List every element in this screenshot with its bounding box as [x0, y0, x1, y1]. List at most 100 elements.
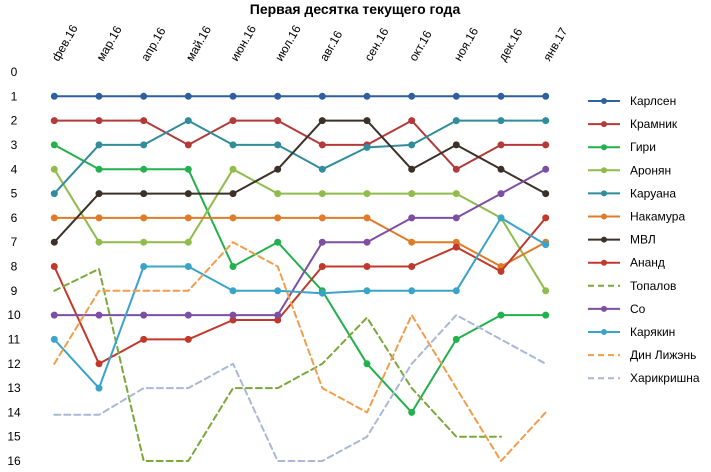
legend: Карлсен Крамник Гири Аронян Каруана Накамура М…	[588, 94, 700, 385]
data-point	[95, 190, 103, 198]
data-point	[50, 165, 58, 173]
data-point	[140, 92, 148, 100]
data-point	[229, 190, 237, 198]
data-point	[408, 117, 416, 125]
data-point	[274, 214, 282, 222]
y-tick-label: 14	[7, 405, 21, 419]
data-point	[140, 141, 148, 149]
legend-label: Накамура	[630, 210, 685, 224]
x-tick-label: май.16	[183, 23, 214, 63]
series-line	[53, 216, 547, 365]
data-point	[95, 141, 103, 149]
data-point	[229, 117, 237, 125]
y-tick-label: 9	[11, 284, 18, 298]
series-line	[53, 168, 547, 292]
series	[53, 241, 547, 462]
data-point	[274, 141, 282, 149]
data-point	[50, 311, 58, 319]
y-tick-label: 7	[11, 235, 18, 249]
data-point	[95, 165, 103, 173]
data-point	[363, 190, 371, 198]
data-point	[140, 165, 148, 173]
series-line	[53, 267, 502, 462]
x-tick-label: янв.17	[540, 25, 570, 64]
series	[50, 214, 550, 368]
series-line	[53, 314, 547, 462]
data-point	[274, 311, 282, 319]
y-tick-label: 8	[11, 260, 18, 274]
legend-marker	[601, 98, 607, 104]
legend-item: Со	[588, 302, 646, 316]
data-point	[274, 117, 282, 125]
legend-item: Накамура	[588, 210, 685, 224]
legend-marker	[601, 144, 607, 151]
data-point	[408, 165, 416, 173]
data-point	[363, 263, 371, 270]
y-tick-label: 3	[11, 138, 18, 152]
legend-label: Гири	[630, 140, 656, 154]
data-point	[95, 384, 103, 392]
legend-label: Харикришна	[630, 371, 700, 385]
data-point	[542, 117, 550, 125]
data-point	[452, 141, 460, 149]
legend-marker	[601, 121, 607, 128]
data-point	[50, 238, 58, 246]
legend-item: Топалов	[588, 279, 676, 293]
series	[50, 165, 550, 319]
series	[50, 214, 550, 270]
data-point	[497, 117, 505, 125]
data-point	[363, 92, 371, 100]
data-point	[452, 190, 460, 198]
x-tick-label: окт.16	[406, 28, 435, 64]
series-group	[50, 92, 550, 462]
series-line	[53, 119, 547, 244]
data-point	[50, 117, 58, 125]
legend-label: Ананд	[630, 256, 665, 270]
data-point	[95, 360, 103, 368]
legend-label: Карлсен	[630, 94, 676, 108]
data-point	[140, 335, 148, 343]
data-point	[184, 214, 192, 222]
data-point	[229, 311, 237, 319]
data-point	[408, 214, 416, 222]
legend-marker	[601, 305, 607, 312]
data-point	[274, 190, 282, 198]
series	[53, 314, 547, 462]
data-point	[408, 263, 416, 270]
y-tick-label: 2	[11, 114, 18, 128]
data-point	[184, 117, 192, 125]
data-point	[184, 238, 192, 246]
series-line	[53, 216, 547, 390]
data-point	[184, 141, 192, 149]
data-point	[497, 92, 505, 100]
y-tick-label: 13	[7, 381, 21, 395]
y-tick-label: 15	[7, 430, 21, 444]
data-point	[542, 165, 550, 173]
legend-marker	[601, 190, 607, 197]
legend-label: Топалов	[630, 279, 676, 293]
data-point	[95, 238, 103, 246]
legend-label: Дин Лижэнь	[630, 348, 696, 362]
data-point	[542, 141, 550, 149]
x-tick-label: фев.16	[49, 22, 81, 64]
data-point	[452, 243, 460, 251]
data-point	[50, 190, 58, 198]
data-point	[318, 238, 326, 246]
x-axis: фев.16 мар.16 апр.16 май.16 июн.16 июл.16 авг.…	[49, 22, 571, 64]
data-point	[452, 165, 460, 173]
x-tick-label: апр.16	[138, 25, 169, 64]
data-point	[497, 190, 505, 198]
data-point	[542, 311, 550, 319]
legend-label: Крамник	[630, 117, 678, 131]
legend-item: Ананд	[588, 256, 665, 270]
data-point	[95, 92, 103, 100]
y-tick-label: 10	[7, 308, 21, 322]
data-point	[542, 214, 550, 222]
series-line	[53, 168, 547, 317]
data-point	[408, 287, 416, 295]
data-point	[95, 311, 103, 319]
data-point	[184, 335, 192, 343]
data-point	[318, 141, 326, 149]
data-point	[229, 287, 237, 295]
data-point	[363, 143, 371, 151]
